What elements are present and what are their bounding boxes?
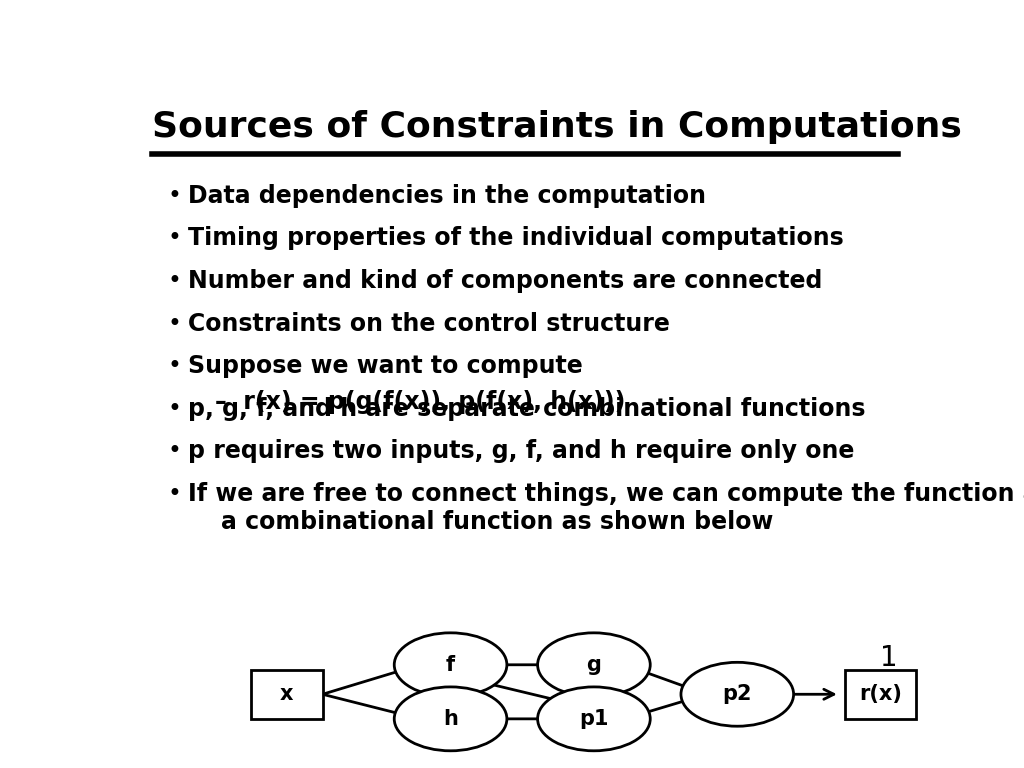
Text: 1: 1 [881,644,898,672]
Text: p2: p2 [723,684,752,704]
Ellipse shape [394,633,507,697]
Ellipse shape [681,662,794,727]
Text: •: • [168,482,181,506]
Text: •: • [168,439,181,463]
Text: p1: p1 [580,709,608,729]
Text: r(x): r(x) [859,684,902,704]
Text: •: • [168,227,181,250]
Ellipse shape [538,687,650,751]
Text: p requires two inputs, g, f, and h require only one: p requires two inputs, g, f, and h requi… [187,439,854,463]
Text: p, g, f, and h are separate combinational functions: p, g, f, and h are separate combinationa… [187,397,865,421]
Text: Constraints on the control structure: Constraints on the control structure [187,312,670,336]
Text: Number and kind of components are connected: Number and kind of components are connec… [187,269,822,293]
Ellipse shape [538,633,650,697]
Text: x: x [280,684,294,704]
Text: Sources of Constraints in Computations: Sources of Constraints in Computations [152,110,962,144]
Text: •: • [168,269,181,293]
Text: •: • [168,354,181,378]
FancyBboxPatch shape [251,670,323,719]
Text: f: f [446,655,455,675]
Text: Data dependencies in the computation: Data dependencies in the computation [187,184,706,208]
Ellipse shape [394,687,507,751]
Text: •: • [168,397,181,421]
Text: Timing properties of the individual computations: Timing properties of the individual comp… [187,227,844,250]
Text: h: h [443,709,458,729]
Text: Suppose we want to compute: Suppose we want to compute [187,354,583,378]
Text: g: g [587,655,601,675]
Text: •: • [168,184,181,208]
Text: •: • [168,312,181,336]
FancyBboxPatch shape [845,670,916,719]
Text: –  r(x) = p(g(f(x)), p(f(x), h(x))): – r(x) = p(g(f(x)), p(f(x), h(x))) [215,390,626,414]
Text: If we are free to connect things, we can compute the function as
    a combinati: If we are free to connect things, we can… [187,482,1024,534]
